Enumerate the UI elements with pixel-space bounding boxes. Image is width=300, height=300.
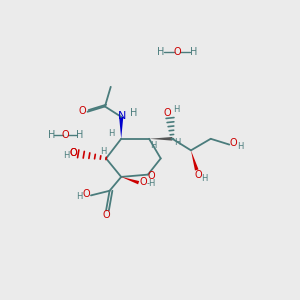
Text: H: H	[157, 47, 164, 57]
Text: H: H	[190, 47, 197, 57]
Text: H: H	[130, 108, 138, 118]
Polygon shape	[121, 177, 139, 184]
Polygon shape	[191, 150, 199, 170]
Text: H: H	[174, 139, 181, 148]
Text: H: H	[100, 148, 107, 157]
Text: O: O	[230, 138, 237, 148]
Text: H: H	[108, 129, 115, 138]
Text: O: O	[70, 148, 77, 158]
Text: O: O	[164, 108, 172, 118]
Text: H: H	[76, 130, 83, 140]
Text: N: N	[118, 111, 126, 121]
Text: O: O	[103, 211, 110, 220]
Text: -H: -H	[147, 179, 156, 188]
Text: H: H	[76, 192, 82, 201]
Text: H: H	[63, 151, 69, 160]
Text: H: H	[201, 174, 207, 183]
Text: O: O	[140, 177, 148, 187]
Text: H: H	[150, 141, 157, 150]
Text: O: O	[148, 171, 155, 181]
Polygon shape	[119, 117, 123, 139]
Polygon shape	[149, 137, 172, 141]
Text: O: O	[61, 130, 69, 140]
Text: O: O	[194, 169, 202, 180]
Text: O: O	[83, 189, 91, 199]
Text: O: O	[79, 106, 86, 116]
Text: H: H	[237, 142, 244, 151]
Text: H: H	[48, 130, 55, 140]
Text: O: O	[173, 47, 181, 57]
Text: H: H	[173, 105, 179, 114]
Text: O: O	[70, 148, 77, 158]
